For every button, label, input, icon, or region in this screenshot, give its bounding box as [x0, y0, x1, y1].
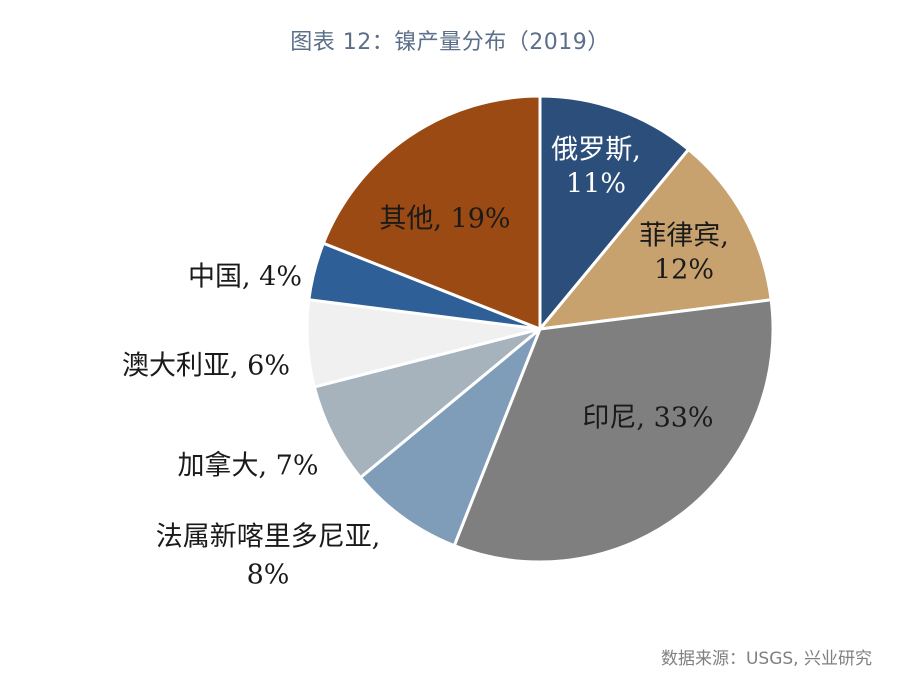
slice-label-3: 印尼, 33%	[582, 403, 713, 434]
slice-label-8: 其他, 19%	[379, 204, 510, 235]
slice-label-1: 俄罗斯, 11%	[551, 135, 641, 200]
slice-label-5: 加拿大, 7%	[178, 451, 319, 482]
slice-label-6: 澳大利亚, 6%	[122, 351, 290, 382]
slice-label-7: 中国, 4%	[188, 262, 302, 293]
pie-slice-4	[358, 327, 542, 548]
slice-label-line: 加拿大, 7%	[178, 451, 319, 482]
pie-slices	[305, 94, 775, 564]
slice-label-2: 菲律宾, 12%	[639, 221, 729, 286]
data-source: 数据来源：USGS, 兴业研究	[660, 649, 872, 669]
pie-slice-5	[312, 327, 542, 480]
slice-label-line: 俄罗斯,	[551, 135, 641, 166]
pie-slice-3	[452, 298, 775, 564]
slice-label-4: 法属新喀里多尼亚, 8%	[156, 522, 381, 591]
slice-label-line: 菲律宾,	[639, 221, 729, 252]
pie-slice-8	[321, 94, 542, 331]
slice-label-line: 印尼, 33%	[582, 403, 713, 434]
pie-slice-2	[538, 147, 773, 331]
pie-labels: 俄罗斯, 11% 菲律宾, 12% 印尼, 33% 法属新喀里多尼亚, 8% 加拿大, 7% 澳…	[122, 135, 729, 591]
chart-title: 图表 12：镍产量分布（2019）	[290, 30, 610, 55]
slice-label-line: 11%	[566, 169, 626, 200]
slice-label-line: 12%	[654, 255, 714, 286]
slice-label-line: 8%	[247, 560, 290, 591]
slice-label-line: 其他, 19%	[379, 204, 510, 235]
pie-slice-1	[538, 94, 691, 331]
slice-label-line: 法属新喀里多尼亚,	[156, 522, 381, 553]
slice-label-line: 中国, 4%	[188, 262, 302, 293]
slice-label-line: 澳大利亚, 6%	[122, 351, 290, 382]
